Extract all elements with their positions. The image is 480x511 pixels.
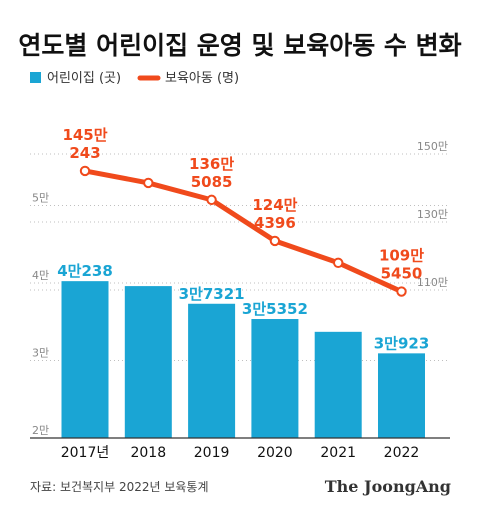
- x-tick-label: 2022: [384, 445, 420, 461]
- x-tick-label: 2018: [130, 445, 166, 461]
- legend-bar-swatch: [30, 72, 41, 83]
- line-point: [143, 177, 154, 189]
- bar-data-label: 3만5352: [242, 300, 308, 318]
- bar: [251, 319, 299, 438]
- bar-data-label: 4만238: [57, 262, 113, 280]
- line-series: [79, 165, 407, 297]
- x-tick-label: 2017년: [61, 445, 110, 461]
- line-data-label-bottom: 4396: [254, 214, 296, 232]
- bar: [61, 281, 109, 438]
- line-point: [79, 165, 91, 177]
- right-axis-tick-label: 130만: [417, 208, 448, 221]
- line-data-label-top: 136만: [189, 155, 234, 173]
- left-axis-tick-label: 5만: [32, 192, 49, 205]
- bar: [378, 353, 425, 438]
- legend: 어린이집 (곳) 보육아동 (명): [30, 71, 239, 86]
- bar-data-label: 3만7321: [179, 285, 245, 303]
- right-axis-tick-label: 150만: [417, 140, 448, 153]
- left-axis-tick-label: 4만: [32, 269, 49, 282]
- right-axis-tick-label: 110만: [417, 276, 448, 289]
- bar: [314, 331, 362, 438]
- legend-line-label: 보육아동 (명): [165, 71, 239, 86]
- brand-logo: The JoongAng: [325, 477, 451, 496]
- line-data-label-top: 124만: [252, 196, 297, 214]
- bar-data-label: 3만923: [374, 334, 430, 352]
- x-tick-label: 2020: [257, 445, 293, 461]
- bar: [188, 303, 236, 438]
- chart-title: 연도별 어린이집 운영 및 보육아동 수 변화: [18, 31, 461, 60]
- left-axis-tick-label: 2만: [32, 424, 49, 437]
- line-data-label-top: 109만: [379, 247, 424, 265]
- x-tick-label: 2019: [194, 445, 230, 461]
- line-data-label-bottom: 243: [69, 144, 100, 162]
- bar: [124, 286, 172, 438]
- line-data-label-bottom: 5450: [381, 265, 423, 283]
- legend-bar-label: 어린이집 (곳): [47, 71, 121, 86]
- line-path: [82, 168, 404, 295]
- line-point: [396, 286, 407, 297]
- bars: [61, 281, 425, 438]
- line-point: [333, 257, 344, 268]
- x-tick-label: 2021: [320, 445, 356, 461]
- line-data-label-top: 145만: [62, 126, 107, 144]
- line-point: [269, 235, 281, 247]
- line-data-label-bottom: 5085: [191, 173, 233, 191]
- line-point: [206, 194, 217, 206]
- left-axis-tick-label: 3만: [32, 347, 49, 360]
- axes: 2만 3만 4만 5만 110만 130만 150만 2017년 2018 2019 2020 202…: [30, 140, 450, 461]
- source-note: 자료: 보건복지부 2022년 보육통계: [30, 480, 209, 494]
